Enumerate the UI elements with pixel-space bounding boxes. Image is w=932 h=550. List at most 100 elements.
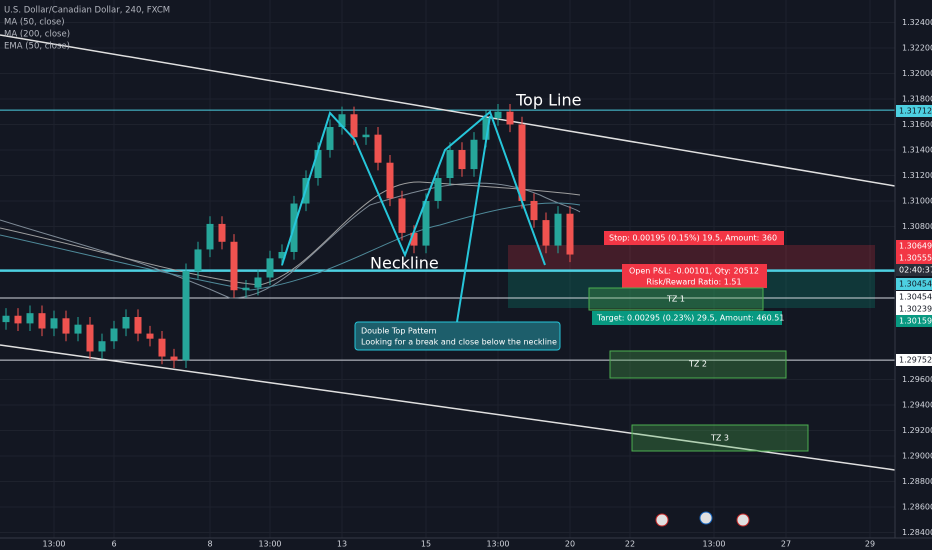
pnl-label: Open P&L: -0.00101, Qty: 20512 (629, 267, 759, 276)
pnl-label-box (622, 264, 767, 288)
x-tick-label: 13:00 (486, 540, 509, 549)
candle-body (410, 232, 418, 246)
y-tick-label: 1.28800 (902, 477, 932, 486)
callout-box (354, 321, 561, 351)
candle-body (422, 200, 430, 246)
target-label: Target: 0.00295 (0.23%) 29.5, Amount: 46… (596, 314, 784, 323)
neckline-label: Neckline (370, 254, 439, 273)
candle-body (74, 324, 82, 334)
price-tag (896, 303, 932, 315)
x-tick-label: 29 (865, 540, 875, 549)
candle-body (266, 258, 274, 278)
price-tag-label: 02:40:37 (899, 266, 932, 275)
price-tag-label: 1.31712 (899, 107, 932, 116)
candle-body (482, 118, 490, 140)
price-tag-label: 1.30454 (899, 280, 932, 289)
indicator-label: MA (50, close) (4, 18, 65, 28)
candle-body (62, 318, 70, 334)
price-tag-label: 1.30454 (899, 293, 932, 302)
candle-body (122, 317, 130, 329)
stop-label: Stop: 0.00195 (0.15%) 19.5, Amount: 360 (609, 234, 777, 243)
candle-body (434, 178, 442, 201)
grid (0, 0, 895, 538)
event-icon[interactable] (699, 511, 713, 525)
candle-body (170, 356, 178, 361)
candle-body (14, 315, 22, 324)
price-tag (896, 278, 932, 290)
zone-box (631, 424, 809, 452)
candle-body (566, 213, 574, 255)
x-tick-label: 15 (421, 540, 431, 549)
candle-body (398, 198, 406, 233)
candle-body (542, 220, 550, 246)
candle-body (386, 162, 394, 199)
candle-body (554, 213, 562, 246)
price-tag (896, 252, 932, 264)
zone-label: TZ 3 (710, 434, 729, 443)
candle-body (158, 338, 166, 357)
zone-box (588, 287, 764, 311)
rr-label: Risk/Reward Ratio: 1.51 (646, 278, 741, 287)
price-tag-label: 1.30159 (899, 317, 932, 326)
zone-box (609, 350, 787, 379)
y-tick-label: 1.29000 (902, 452, 932, 461)
ma-line (0, 181, 581, 286)
lower-trendline (0, 344, 896, 471)
candle-body (530, 200, 538, 221)
x-tick-label: 13 (337, 540, 347, 549)
price-tag (896, 291, 932, 303)
y-tick-label: 1.28600 (902, 503, 932, 512)
price-tag-label: 1.29752 (899, 356, 932, 365)
candle-body (218, 223, 226, 242)
candle-body (230, 241, 238, 291)
candle-body (182, 271, 190, 361)
price-tag-label: 1.30239 (899, 305, 932, 314)
candle-body (470, 139, 478, 170)
y-tick-label: 1.30800 (902, 222, 932, 231)
x-tick-label: 13:00 (258, 540, 281, 549)
x-tick-label: 6 (111, 540, 116, 549)
candle-body (362, 134, 370, 138)
y-tick-label: 1.32000 (902, 69, 932, 78)
candle-body (350, 114, 358, 138)
x-tick-label: 13:00 (702, 540, 725, 549)
candle-body (50, 318, 58, 329)
price-tag (896, 315, 932, 327)
candle-body (338, 114, 346, 128)
top-line-label: Top Line (515, 91, 581, 110)
candle-body (194, 249, 202, 272)
y-tick-label: 1.29200 (902, 426, 932, 435)
price-tag (896, 105, 932, 117)
callout-text: Double Top Pattern (361, 327, 437, 336)
callout-text: Looking for a break and close below the … (361, 338, 557, 347)
price-tag (896, 264, 932, 276)
candle-body (110, 328, 118, 342)
candle-body (86, 324, 94, 352)
candle-body (38, 313, 46, 329)
price-tag-label: 1.30649 (899, 242, 932, 251)
y-tick-label: 1.29400 (902, 400, 932, 409)
y-tick-label: 1.32200 (902, 43, 932, 52)
event-icon[interactable] (655, 513, 669, 527)
pattern-zigzag (281, 110, 546, 266)
x-tick-label: 20 (565, 540, 575, 549)
target-label-box (592, 311, 782, 325)
x-tick-label: 13:00 (42, 540, 65, 549)
price-tag (896, 354, 932, 366)
candle-body (326, 127, 334, 150)
y-tick-label: 1.29600 (902, 375, 932, 384)
y-tick-label: 1.31200 (902, 171, 932, 180)
candle-body (278, 251, 286, 259)
candle-body (242, 287, 250, 291)
symbol-title: U.S. Dollar/Canadian Dollar, 240, FXCM (4, 6, 170, 16)
event-icon[interactable] (736, 513, 750, 527)
candle-body (494, 111, 502, 119)
candle-body (206, 223, 214, 250)
y-tick-label: 1.31600 (902, 120, 932, 129)
candle-body (458, 149, 466, 170)
axis: 1.32400 1.32200 1.32000 1.31800 1.31600 1.314… (42, 18, 932, 549)
y-tick-label: 1.32400 (902, 18, 932, 27)
x-tick-label: 22 (625, 540, 635, 549)
